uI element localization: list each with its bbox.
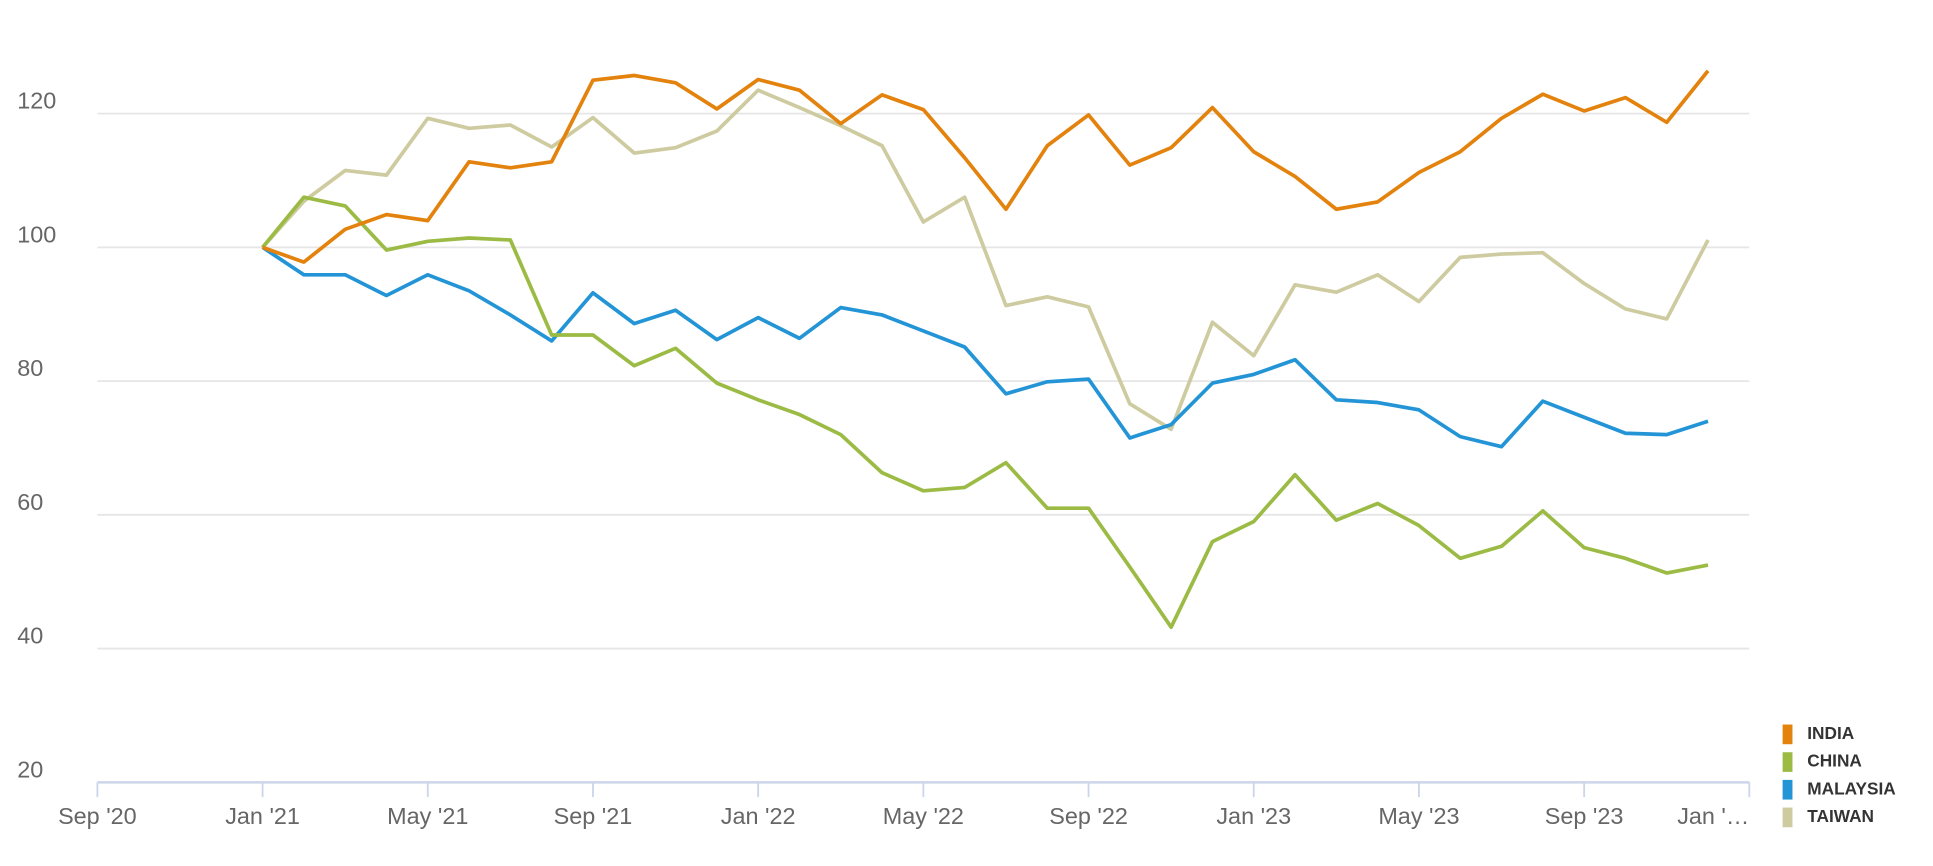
legend-swatch: [1782, 752, 1793, 772]
y-tick-label: 60: [17, 489, 43, 515]
x-tick-label: Sep '22: [1049, 803, 1128, 829]
y-tick-label: 80: [17, 355, 43, 381]
legend-label: MALAYSIA: [1807, 778, 1896, 798]
x-tick-label: Jan '23: [1216, 803, 1291, 829]
series-line: [261, 245, 1709, 449]
x-tick-label: Jan '21: [225, 803, 300, 829]
series-line: [261, 88, 1710, 432]
y-tick-label: 120: [17, 88, 56, 114]
legend-swatch: [1782, 807, 1793, 828]
x-tick-label: Sep '21: [554, 803, 633, 829]
legend-swatch: [1782, 724, 1793, 745]
x-tick-label: Sep '20: [58, 803, 137, 829]
y-tick-label: 100: [17, 221, 56, 247]
x-tick-label: Jan '22: [721, 803, 796, 829]
x-tick-label: Jan '…: [1677, 803, 1749, 829]
legend-label: CHINA: [1807, 751, 1862, 771]
x-tick-label: May '21: [387, 803, 468, 829]
y-tick-label: 40: [17, 623, 43, 649]
series-line: [261, 195, 1709, 630]
x-tick-label: Sep '23: [1545, 803, 1624, 829]
legend-label: INDIA: [1807, 723, 1854, 743]
y-tick-label: 20: [17, 756, 43, 782]
x-tick-label: May '22: [883, 803, 964, 829]
legend-label: TAIWAN: [1807, 806, 1874, 826]
series-line: [261, 69, 1710, 264]
x-tick-label: May '23: [1378, 803, 1459, 829]
legend-swatch: [1782, 779, 1793, 800]
